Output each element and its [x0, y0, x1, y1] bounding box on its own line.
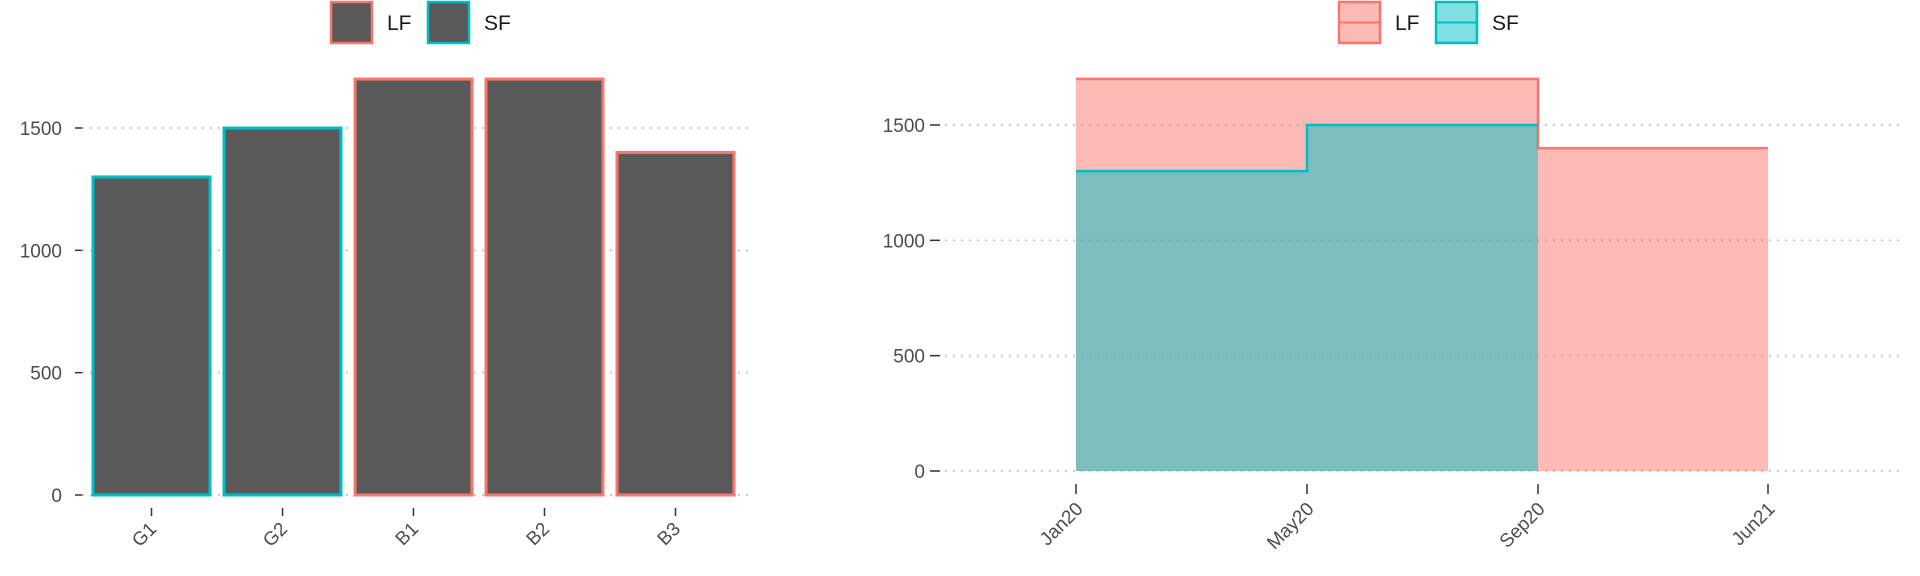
bar: [91, 175, 212, 497]
area-sf: [1076, 125, 1538, 471]
y-tick-label: 1000: [883, 231, 925, 252]
y-tick-label: 1500: [20, 119, 62, 140]
legend-key-sf: [426, 0, 471, 45]
bar-chart: LF SF 0 500 1000 1500 G1 G2 B1 B2 B3: [20, 0, 750, 551]
area-series: [1076, 77, 1768, 471]
bar-y-axis: 0 500 1000 1500: [20, 119, 82, 507]
x-tick-label: May20: [1263, 499, 1318, 554]
bar-x-axis: G1 G2 B1 B2 B3: [128, 508, 685, 551]
legend-label-lf: LF: [1395, 12, 1420, 35]
legend-key-lf: [1337, 0, 1382, 45]
y-tick-label: 500: [30, 364, 62, 385]
x-tick-label: B3: [654, 519, 685, 550]
bar-series: [91, 77, 736, 497]
legend-key-lf: [329, 0, 374, 45]
x-tick-label: G2: [259, 519, 292, 552]
legend-label-sf: SF: [1492, 12, 1519, 35]
area-legend: LF SF: [1337, 0, 1519, 45]
area-chart: LF SF 0 500 1000 1500 Jan20 May20 Sep20 Jun21: [883, 0, 1905, 554]
x-tick-label: Jun21: [1728, 499, 1779, 550]
bar: [353, 77, 474, 497]
legend-key-sf: [1434, 0, 1479, 45]
legend-label-lf: LF: [387, 12, 412, 35]
y-tick-label: 500: [893, 347, 925, 368]
bar: [222, 126, 343, 497]
y-tick-label: 1500: [883, 116, 925, 137]
x-tick-label: Sep20: [1496, 499, 1550, 553]
y-tick-label: 0: [914, 462, 925, 483]
area-x-axis: Jan20 May20 Sep20 Jun21: [1036, 484, 1780, 554]
y-tick-label: 1000: [20, 241, 62, 262]
bar: [615, 150, 736, 497]
bar-legend: LF SF: [329, 0, 511, 45]
line-sf: [1076, 123, 1538, 173]
x-tick-label: G1: [128, 519, 161, 552]
line-lf: [1076, 77, 1768, 150]
x-tick-label: Jan20: [1036, 499, 1087, 550]
y-tick-label: 0: [51, 486, 62, 507]
bar: [484, 77, 605, 497]
x-tick-label: B2: [523, 519, 554, 550]
legend-label-sf: SF: [484, 12, 511, 35]
x-tick-label: B1: [392, 519, 423, 550]
area-y-axis: 0 500 1000 1500: [883, 116, 940, 483]
